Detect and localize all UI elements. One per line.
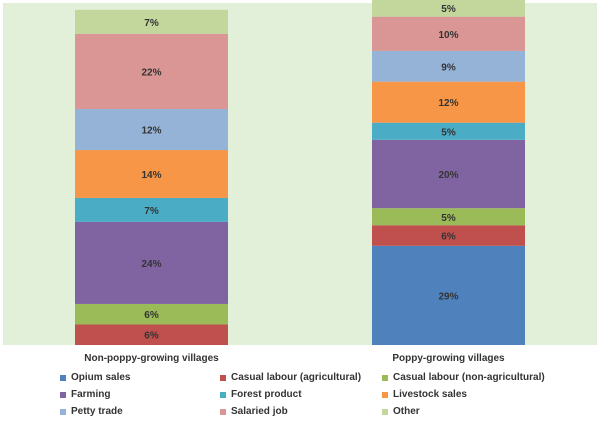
legend-label: Salaried job	[231, 406, 288, 417]
data-label: 9%	[441, 62, 456, 73]
data-label: 24%	[141, 259, 161, 270]
data-label: 12%	[141, 126, 161, 137]
legend-item: Forest product	[220, 389, 382, 400]
bar-segment-salaried-job	[372, 16, 525, 51]
legend-label: Casual labour (agricultural)	[231, 372, 362, 383]
data-label: 7%	[144, 206, 159, 217]
data-label: 5%	[441, 213, 456, 224]
category-label: Poppy-growing villages	[392, 353, 505, 364]
bar-segment-casual-labour-agricultural	[372, 225, 525, 246]
legend-swatch	[382, 408, 388, 415]
legend-item: Salaried job	[220, 406, 382, 417]
bar-segment-petty-trade	[372, 50, 525, 82]
data-label: 6%	[441, 232, 456, 243]
bar-segment-petty-trade	[75, 109, 228, 151]
legend-swatch	[220, 408, 226, 415]
bar-segment-casual-labour-agricultural	[75, 324, 228, 345]
data-label: 14%	[141, 170, 161, 181]
data-label: 12%	[438, 98, 458, 109]
data-label: 7%	[144, 18, 159, 29]
data-label: 22%	[141, 67, 161, 78]
data-label: 20%	[438, 170, 458, 181]
legend-item: Farming	[60, 389, 220, 400]
legend-label: Livestock sales	[393, 389, 467, 400]
bar-segment-salaried-job	[75, 33, 228, 110]
bar-segment-farming	[372, 139, 525, 209]
legend-swatch	[382, 391, 388, 398]
data-label: 5%	[441, 4, 456, 15]
bar-segment-livestock-sales	[75, 150, 228, 198]
legend-swatch	[60, 391, 66, 398]
legend-label: Petty trade	[71, 406, 123, 417]
legend-item: Livestock sales	[382, 389, 572, 400]
data-label: 6%	[144, 310, 159, 321]
legend-item: Petty trade	[60, 406, 220, 417]
data-label: 5%	[441, 127, 456, 138]
category-label: Non-poppy-growing villages	[84, 353, 219, 364]
bar-segment-other	[372, 0, 525, 17]
legend-swatch	[60, 374, 66, 381]
legend-item: Casual labour (non-agricultural)	[382, 372, 572, 383]
bar-segment-other	[75, 9, 228, 34]
bar-segment-forest-product	[75, 197, 228, 222]
legend-item: Other	[382, 406, 572, 417]
legend-item: Opium sales	[60, 372, 220, 383]
legend-swatch	[60, 408, 66, 415]
bar-segment-forest-product	[372, 122, 525, 140]
legend-label: Opium sales	[71, 372, 131, 383]
legend: Opium sales Casual labour (agricultural) C…	[60, 372, 580, 417]
bar-segment-casual-labour-non-agricultural	[372, 208, 525, 226]
legend-item: Casual labour (agricultural)	[220, 372, 382, 383]
bar-segment-farming	[75, 221, 228, 304]
legend-label: Casual labour (non-agricultural)	[393, 372, 545, 383]
legend-swatch	[220, 391, 226, 398]
data-label: 10%	[438, 30, 458, 41]
data-label: 29%	[438, 291, 458, 302]
data-label: 6%	[144, 331, 159, 342]
legend-swatch	[382, 374, 388, 381]
legend-label: Farming	[71, 389, 111, 400]
bar-segment-livestock-sales	[372, 81, 525, 123]
bar-segment-casual-labour-non-agricultural	[75, 303, 228, 325]
legend-swatch	[220, 374, 226, 381]
legend-label: Forest product	[231, 389, 302, 400]
bar-segment-opium-sales	[372, 245, 525, 345]
legend-label: Other	[393, 406, 420, 417]
